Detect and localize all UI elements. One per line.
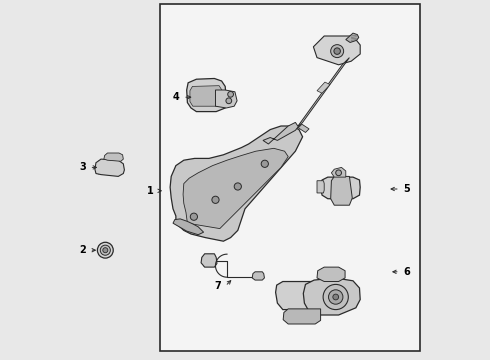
Circle shape <box>98 242 113 258</box>
Polygon shape <box>317 181 324 193</box>
Bar <box>160 4 419 351</box>
Circle shape <box>336 170 342 176</box>
Text: 7: 7 <box>215 281 221 291</box>
Polygon shape <box>331 176 352 205</box>
Polygon shape <box>263 122 298 144</box>
Circle shape <box>103 248 108 253</box>
Circle shape <box>228 91 233 97</box>
Polygon shape <box>298 124 309 132</box>
Circle shape <box>100 245 110 255</box>
Polygon shape <box>95 159 124 176</box>
Text: 1: 1 <box>147 186 153 196</box>
Circle shape <box>328 290 343 304</box>
Text: 6: 6 <box>403 267 410 277</box>
Polygon shape <box>295 58 349 130</box>
Polygon shape <box>252 272 265 280</box>
Polygon shape <box>275 282 324 310</box>
Circle shape <box>323 284 348 310</box>
Polygon shape <box>187 78 226 112</box>
Text: 2: 2 <box>79 245 86 255</box>
Circle shape <box>261 160 269 167</box>
Polygon shape <box>320 177 360 199</box>
Circle shape <box>331 45 343 58</box>
Polygon shape <box>283 309 320 324</box>
Polygon shape <box>303 278 360 315</box>
Polygon shape <box>317 82 330 93</box>
Polygon shape <box>314 36 360 65</box>
Circle shape <box>212 196 219 203</box>
Polygon shape <box>173 219 204 235</box>
Circle shape <box>190 213 197 220</box>
Circle shape <box>234 183 242 190</box>
Polygon shape <box>170 126 303 241</box>
Polygon shape <box>216 90 237 108</box>
Text: 3: 3 <box>79 162 86 172</box>
Polygon shape <box>346 33 359 42</box>
Text: 4: 4 <box>173 92 179 102</box>
Circle shape <box>334 48 341 54</box>
Circle shape <box>333 294 339 300</box>
Polygon shape <box>317 267 345 282</box>
Polygon shape <box>190 86 222 106</box>
Polygon shape <box>331 167 346 177</box>
Polygon shape <box>183 148 288 229</box>
Text: 5: 5 <box>403 184 410 194</box>
Polygon shape <box>104 153 123 161</box>
Circle shape <box>226 98 232 104</box>
Polygon shape <box>201 254 217 267</box>
